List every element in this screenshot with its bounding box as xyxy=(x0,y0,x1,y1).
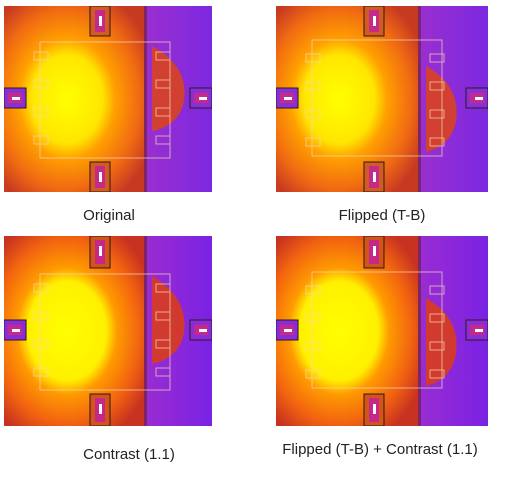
thermal-image-flipped-contrast xyxy=(276,236,488,426)
caption-flipped: Flipped (T-B) xyxy=(338,207,426,224)
thermal-map-original-svg xyxy=(4,6,212,192)
caption-contrast: Contrast (1.1) xyxy=(83,446,175,463)
thermal-map-contrast-svg xyxy=(4,236,212,426)
thermal-map-flipped-svg xyxy=(276,6,488,192)
thermal-image-original xyxy=(4,6,212,192)
thermal-image-contrast xyxy=(4,236,212,426)
thermal-image-flipped xyxy=(276,6,488,192)
caption-original: Original xyxy=(83,207,135,224)
thermal-map-flipped-contrast-svg xyxy=(276,236,488,426)
caption-flipped-contrast: Flipped (T-B) + Contrast (1.1) xyxy=(282,441,478,458)
